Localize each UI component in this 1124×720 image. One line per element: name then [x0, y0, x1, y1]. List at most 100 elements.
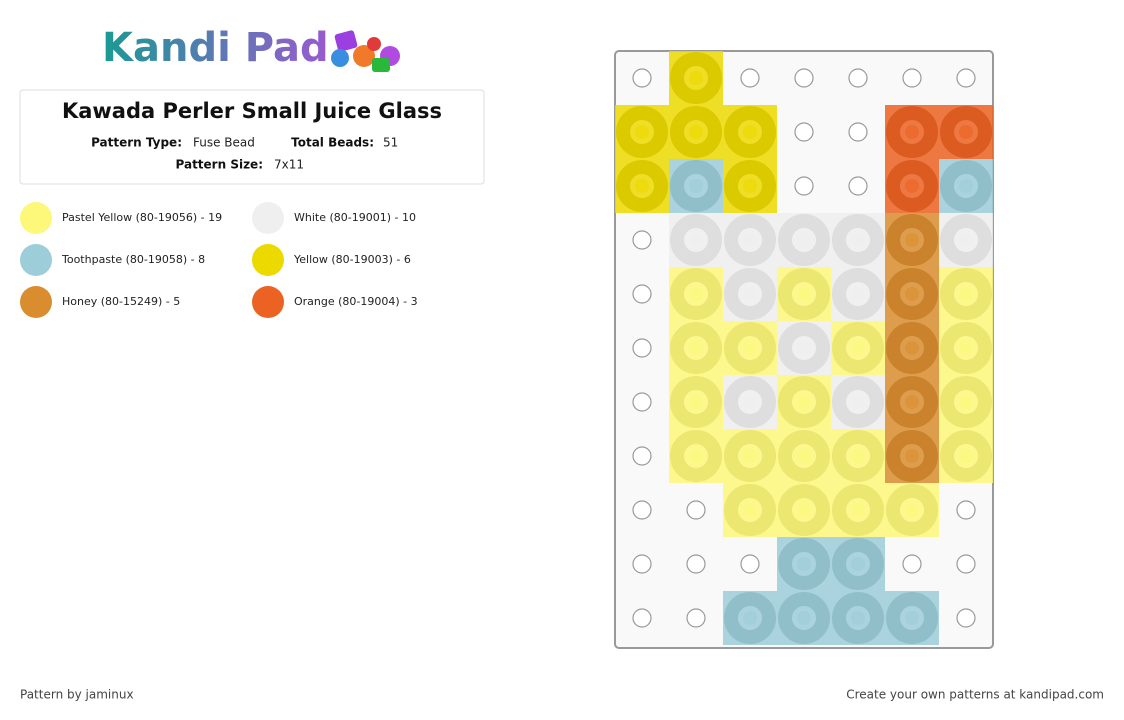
empty-peg	[632, 446, 652, 466]
bead	[723, 321, 777, 375]
legend-swatch	[20, 286, 52, 318]
bead	[669, 159, 723, 213]
logo[interactable]: Kandi Pad	[102, 25, 329, 71]
bead	[939, 213, 993, 267]
empty-peg	[848, 122, 868, 142]
empty-peg	[686, 608, 706, 628]
legend-label: Honey (80-15249) - 5	[62, 295, 180, 308]
bead	[939, 429, 993, 483]
bead	[831, 591, 885, 645]
empty-peg	[632, 68, 652, 88]
empty-peg	[848, 176, 868, 196]
bead	[885, 375, 939, 429]
bead	[939, 159, 993, 213]
empty-peg	[956, 500, 976, 520]
bead	[831, 375, 885, 429]
bead	[777, 267, 831, 321]
footer-promo[interactable]: Create your own patterns at kandipad.com	[846, 688, 1104, 702]
bead	[723, 159, 777, 213]
bead	[723, 105, 777, 159]
empty-peg	[956, 554, 976, 574]
empty-peg	[956, 608, 976, 628]
bead	[777, 537, 831, 591]
bead	[723, 267, 777, 321]
legend-label: Yellow (80-19003) - 6	[293, 253, 411, 266]
empty-peg	[848, 68, 868, 88]
bead	[831, 267, 885, 321]
bead	[885, 429, 939, 483]
bead	[723, 213, 777, 267]
empty-peg	[794, 176, 814, 196]
legend-swatch	[20, 202, 52, 234]
bead	[777, 375, 831, 429]
title: Kawada Perler Small Juice Glass	[62, 99, 442, 123]
bead	[831, 483, 885, 537]
bead	[669, 267, 723, 321]
empty-peg	[686, 500, 706, 520]
legend-label: Orange (80-19004) - 3	[294, 295, 418, 308]
bead	[669, 51, 723, 105]
empty-peg	[632, 554, 652, 574]
bead	[723, 429, 777, 483]
type-value: Fuse Bead	[193, 136, 255, 150]
legend-label: Pastel Yellow (80-19056) - 19	[62, 211, 222, 224]
bead	[777, 483, 831, 537]
bead	[669, 105, 723, 159]
empty-peg	[740, 68, 760, 88]
legend-label: White (80-19001) - 10	[294, 211, 416, 224]
bead	[885, 267, 939, 321]
bead	[615, 159, 669, 213]
empty-peg	[686, 554, 706, 574]
bead	[777, 213, 831, 267]
bead	[885, 591, 939, 645]
empty-peg	[632, 392, 652, 412]
bead	[939, 105, 993, 159]
size-value: 7x11	[274, 158, 304, 172]
legend-swatch	[20, 244, 52, 276]
bead	[723, 591, 777, 645]
empty-peg	[632, 230, 652, 250]
bead	[723, 483, 777, 537]
bead	[885, 105, 939, 159]
bead	[669, 213, 723, 267]
bead	[831, 429, 885, 483]
empty-peg	[632, 608, 652, 628]
bead	[939, 267, 993, 321]
empty-peg	[794, 122, 814, 142]
empty-peg	[902, 554, 922, 574]
empty-peg	[632, 284, 652, 304]
legend-label: Toothpaste (80-19058) - 8	[61, 253, 205, 266]
bead	[885, 159, 939, 213]
bead	[939, 375, 993, 429]
size-label: Pattern Size:	[176, 158, 264, 172]
empty-peg	[902, 68, 922, 88]
bead	[831, 213, 885, 267]
footer-credit[interactable]: Pattern by jaminux	[20, 688, 134, 702]
legend-swatch	[252, 286, 284, 318]
bead	[615, 105, 669, 159]
empty-peg	[794, 68, 814, 88]
empty-peg	[740, 554, 760, 574]
bead	[885, 213, 939, 267]
bead	[777, 321, 831, 375]
logo-icon	[331, 30, 400, 72]
header-box	[19, 89, 485, 185]
bead	[669, 375, 723, 429]
empty-peg	[632, 500, 652, 520]
bead	[885, 483, 939, 537]
bead	[777, 591, 831, 645]
type-label: Pattern Type:	[91, 136, 182, 150]
bead	[723, 375, 777, 429]
bead	[669, 429, 723, 483]
bead	[939, 321, 993, 375]
bead	[831, 321, 885, 375]
empty-peg	[956, 68, 976, 88]
empty-peg	[632, 338, 652, 358]
legend-swatch	[252, 202, 284, 234]
legend-swatch	[252, 244, 284, 276]
total-label: Total Beads:	[291, 136, 374, 150]
bead	[669, 321, 723, 375]
total-value: 51	[383, 136, 398, 150]
